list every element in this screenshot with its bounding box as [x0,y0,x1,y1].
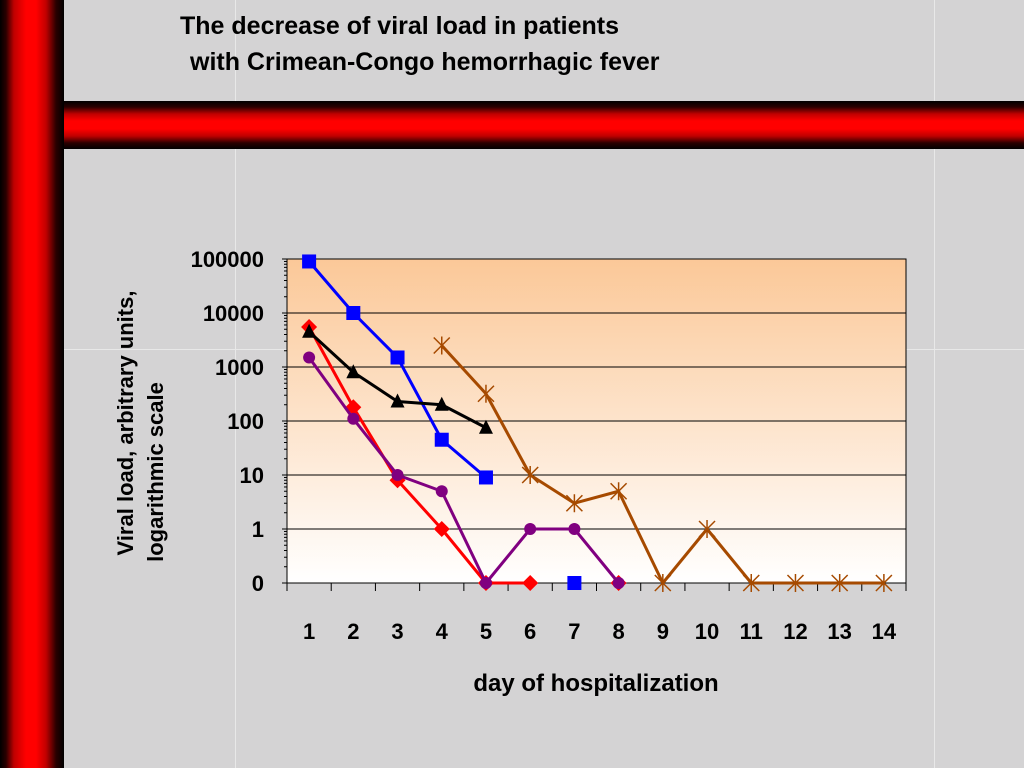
title-line-2: with Crimean-Congo hemorrhagic fever [190,48,660,76]
data-point-square [302,254,317,269]
data-point-square [434,432,449,447]
data-point-circle [303,351,316,364]
x-tick-label: 10 [695,619,719,644]
y-axis-label-line-2: logarithmic scale [143,382,168,562]
data-point-star [477,384,495,403]
data-point-star [433,336,451,355]
x-tick-label: 1 [303,619,315,644]
data-point-diamond [522,575,539,591]
y-tick-label: 1000 [215,355,264,380]
data-point-star [831,574,849,592]
y-tick-label: 0 [252,571,264,596]
x-tick-label: 14 [872,619,897,644]
x-tick-label: 9 [657,619,669,644]
x-tick-label: 4 [436,619,449,644]
top-decorative-bar [64,101,1024,149]
left-decorative-bar [0,0,64,768]
x-tick-label: 6 [524,619,536,644]
data-point-circle [479,577,492,589]
data-point-circle [391,469,404,481]
guide-line [235,0,236,101]
x-tick-label: 3 [391,619,403,644]
guide-line [235,149,236,768]
data-point-triangle [434,396,449,411]
data-point-triangle [390,393,405,408]
slide-title: The decrease of viral load in patients w… [180,8,820,80]
y-tick-label: 100000 [191,247,264,272]
x-tick-label: 12 [783,619,807,644]
x-tick-label: 7 [568,619,580,644]
x-axis-label: day of hospitalization [473,670,718,697]
data-point-circle [435,485,448,498]
x-tick-label: 8 [612,619,624,644]
data-point-star [786,574,804,592]
data-point-triangle [346,364,361,379]
y-tick-label: 10000 [203,301,264,326]
data-point-triangle [478,419,493,434]
data-point-circle [568,523,581,535]
data-point-diamond [433,521,450,537]
data-point-star [698,520,716,538]
series-line-circle [307,356,620,585]
data-point-star [654,574,672,592]
data-point-triangle [302,323,317,338]
y-axis-label-line-1: Viral load, arbitrary units, [113,291,138,556]
data-point-square [478,470,493,485]
data-point-circle [524,523,537,535]
data-point-star [521,466,539,484]
x-tick-label: 5 [480,619,492,644]
x-tick-label: 13 [827,619,851,644]
data-point-star [610,482,628,501]
data-point-circle [347,412,360,425]
data-point-star [742,574,760,592]
data-point-star [875,574,893,592]
data-point-square [567,576,582,590]
data-point-star [565,494,583,513]
data-point-circle [612,577,625,589]
x-tick-label: 11 [740,619,763,644]
guide-line [934,149,935,768]
y-tick-label: 100 [227,409,264,434]
guide-line [934,0,935,101]
data-point-square [390,350,405,365]
x-tick-label: 2 [347,619,359,644]
y-tick-label: 10 [240,463,264,488]
data-point-square [346,306,361,320]
y-tick-label: 1 [252,517,264,542]
title-line-1: The decrease of viral load in patients [180,12,620,40]
